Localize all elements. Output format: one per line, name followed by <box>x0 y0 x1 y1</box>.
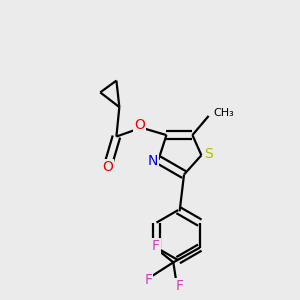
Text: F: F <box>152 239 160 253</box>
Text: S: S <box>204 147 213 161</box>
Text: N: N <box>147 154 158 168</box>
Text: F: F <box>175 279 183 293</box>
Text: CH₃: CH₃ <box>213 108 234 118</box>
Text: F: F <box>144 273 152 287</box>
Text: O: O <box>102 160 113 175</box>
Text: O: O <box>134 118 145 132</box>
